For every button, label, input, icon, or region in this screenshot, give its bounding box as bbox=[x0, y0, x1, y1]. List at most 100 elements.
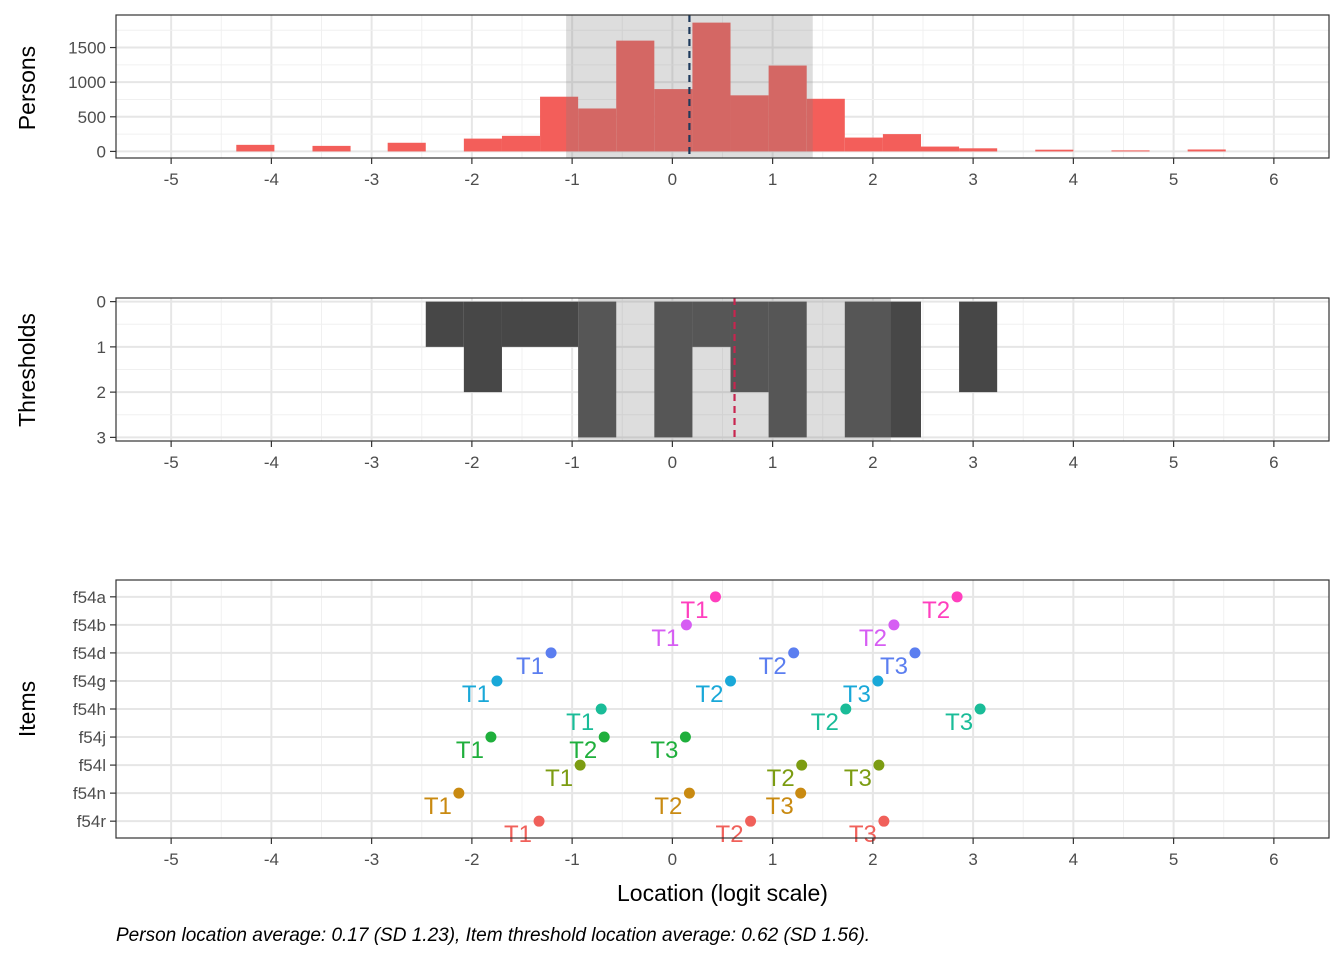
histogram-bar bbox=[654, 301, 693, 438]
threshold-label: T1 bbox=[516, 653, 544, 680]
chart-caption: Person location average: 0.17 (SD 1.23),… bbox=[116, 925, 870, 946]
threshold-point bbox=[873, 759, 885, 771]
threshold-label: T1 bbox=[504, 821, 532, 848]
histogram-bar bbox=[654, 89, 693, 152]
histogram-bar bbox=[578, 301, 617, 438]
histogram-bar bbox=[959, 301, 998, 393]
histogram-bar bbox=[844, 301, 921, 438]
x-tick-label: 5 bbox=[1169, 453, 1178, 472]
y-tick-label: f54b bbox=[73, 616, 106, 635]
histogram-bar bbox=[692, 301, 731, 347]
x-tick-label: -3 bbox=[364, 850, 379, 869]
threshold-point bbox=[974, 703, 986, 715]
threshold-point bbox=[872, 675, 884, 687]
x-tick-label: 6 bbox=[1269, 453, 1278, 472]
x-tick-label: 5 bbox=[1169, 170, 1178, 189]
sd-band bbox=[578, 298, 891, 441]
panel-border bbox=[115, 297, 1330, 442]
x-tick-label: -1 bbox=[565, 170, 580, 189]
threshold-point bbox=[709, 591, 721, 603]
threshold-point bbox=[745, 815, 757, 827]
threshold-label: T3 bbox=[945, 709, 973, 736]
histogram-bar bbox=[920, 146, 960, 152]
y-tick-label: 0 bbox=[97, 293, 106, 312]
threshold-label: T1 bbox=[424, 793, 452, 820]
x-tick-label: 4 bbox=[1069, 170, 1078, 189]
threshold-point bbox=[679, 731, 691, 743]
x-tick-label: -2 bbox=[464, 170, 479, 189]
x-tick-label: 1 bbox=[768, 170, 777, 189]
threshold-label: T2 bbox=[716, 821, 744, 848]
y-tick-label: 500 bbox=[78, 108, 106, 127]
threshold-label: T3 bbox=[766, 793, 794, 820]
threshold-point bbox=[788, 647, 800, 659]
threshold-label: T3 bbox=[844, 765, 872, 792]
y-tick-label: 1500 bbox=[68, 39, 106, 58]
x-tick-label: 0 bbox=[668, 453, 677, 472]
x-tick-label: -2 bbox=[464, 453, 479, 472]
x-tick-label: 1 bbox=[768, 850, 777, 869]
y-tick-label: f54h bbox=[73, 700, 106, 719]
x-tick-label: -4 bbox=[264, 850, 279, 869]
histogram-bar bbox=[1111, 150, 1150, 152]
y-tick-label: 0 bbox=[97, 142, 106, 161]
threshold-point bbox=[491, 675, 503, 687]
x-tick-label: -2 bbox=[464, 850, 479, 869]
y-tick-label: 1 bbox=[97, 338, 106, 357]
histogram-bar bbox=[1187, 149, 1226, 152]
threshold-label: T3 bbox=[650, 737, 678, 764]
histogram-bar bbox=[463, 138, 502, 152]
threshold-point bbox=[680, 619, 692, 631]
threshold-label: T1 bbox=[651, 625, 679, 652]
threshold-label: T1 bbox=[545, 765, 573, 792]
histogram-bar bbox=[806, 98, 845, 152]
threshold-point bbox=[878, 815, 890, 827]
x-axis-title: Location (logit scale) bbox=[617, 880, 828, 906]
x-tick-label: -5 bbox=[164, 850, 179, 869]
x-tick-label: 1 bbox=[768, 453, 777, 472]
threshold-point bbox=[453, 787, 465, 799]
histogram-bar bbox=[616, 40, 655, 152]
y-tick-label: f54g bbox=[73, 672, 106, 691]
x-tick-label: 2 bbox=[868, 453, 877, 472]
threshold-label: T3 bbox=[843, 681, 871, 708]
histogram-bar bbox=[768, 65, 807, 152]
threshold-label: T2 bbox=[811, 709, 839, 736]
threshold-point bbox=[795, 787, 807, 799]
threshold-label: T2 bbox=[922, 597, 950, 624]
y-tick-label: 3 bbox=[97, 428, 106, 447]
x-tick-label: -5 bbox=[164, 453, 179, 472]
threshold-label: T2 bbox=[759, 653, 787, 680]
y-tick-label: 1000 bbox=[68, 73, 106, 92]
histogram-bar bbox=[1035, 149, 1074, 152]
histogram-bar bbox=[768, 301, 807, 438]
threshold-point bbox=[840, 703, 852, 715]
x-tick-label: 3 bbox=[968, 453, 977, 472]
histogram-bar bbox=[501, 301, 579, 347]
y-tick-label: f54n bbox=[73, 784, 106, 803]
histogram-bar bbox=[312, 145, 351, 152]
x-tick-label: 0 bbox=[668, 170, 677, 189]
histogram-bar bbox=[844, 137, 883, 152]
x-tick-label: 0 bbox=[668, 850, 677, 869]
histogram-bar bbox=[540, 96, 579, 152]
threshold-label: T1 bbox=[456, 737, 484, 764]
threshold-label: T1 bbox=[462, 681, 490, 708]
threshold-point bbox=[725, 675, 737, 687]
y-tick-label: f54r bbox=[77, 812, 107, 831]
x-tick-label: 3 bbox=[968, 850, 977, 869]
x-tick-label: 3 bbox=[968, 170, 977, 189]
y-tick-label: f54a bbox=[73, 588, 107, 607]
y-axis-title: Items bbox=[14, 681, 40, 737]
histogram-bar bbox=[236, 144, 275, 152]
threshold-point bbox=[909, 647, 921, 659]
threshold-label: T2 bbox=[859, 625, 887, 652]
persons-panel: -5 -4 -3 -2 -1 0 1 2 3 4 5 6 0 500 1000 1500 Persons bbox=[14, 14, 1330, 189]
histogram-bar bbox=[959, 148, 998, 152]
thresholds-panel: -5 -4 -3 -2 -1 0 1 2 3 4 5 6 0 1 2 3 Thresholds bbox=[14, 293, 1330, 472]
threshold-label: T1 bbox=[680, 597, 708, 624]
threshold-point bbox=[796, 759, 808, 771]
histogram-bar bbox=[692, 22, 731, 152]
